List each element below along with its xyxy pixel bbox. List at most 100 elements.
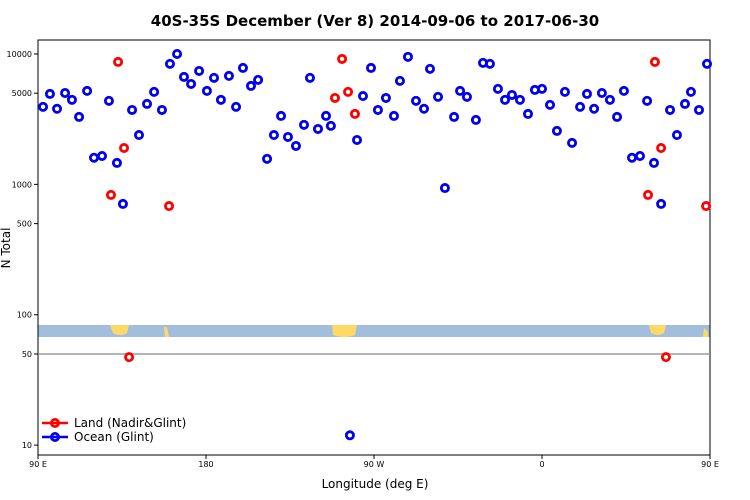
point (679, 98, 690, 109)
point (343, 86, 354, 97)
point (492, 83, 503, 94)
point (245, 80, 256, 91)
point (604, 94, 615, 105)
point (82, 85, 93, 96)
point (685, 86, 696, 97)
y-tick-label: 5000 (12, 89, 32, 98)
point (156, 104, 167, 115)
point (514, 94, 525, 105)
point (149, 86, 160, 97)
point (237, 62, 248, 73)
point (186, 78, 197, 89)
point (103, 95, 114, 106)
point (231, 101, 242, 112)
point (44, 88, 55, 99)
point (410, 95, 421, 106)
point (209, 72, 220, 83)
point (665, 104, 676, 115)
point (635, 151, 646, 162)
point (484, 58, 495, 69)
point (312, 123, 323, 134)
point (660, 352, 671, 363)
point (38, 101, 49, 112)
point (656, 143, 667, 154)
point (649, 157, 660, 168)
point (618, 85, 629, 96)
point (649, 56, 660, 67)
y-tick-label: 10000 (7, 50, 32, 59)
point (612, 111, 623, 122)
point (119, 143, 130, 154)
point (551, 125, 562, 136)
point (419, 103, 430, 114)
y-tick-label: 100 (17, 311, 32, 320)
point (671, 130, 682, 141)
y-tick-label: 50 (22, 350, 32, 359)
y-axis-label: N Total (0, 228, 13, 269)
point (253, 74, 264, 85)
point (523, 108, 534, 119)
point (388, 110, 399, 121)
y-tick-label: 10 (22, 441, 32, 450)
point (133, 130, 144, 141)
point (329, 92, 340, 103)
x-tick-label: 90 E (701, 460, 719, 469)
legend-label: Land (Nadir&Glint) (74, 416, 186, 430)
point (127, 104, 138, 115)
point (643, 189, 654, 200)
point (124, 352, 135, 363)
point (545, 99, 556, 110)
point (461, 91, 472, 102)
x-axis-label: Longitude (deg E) (322, 477, 429, 491)
point (290, 140, 301, 151)
point (164, 201, 175, 212)
point (194, 65, 205, 76)
point (357, 91, 368, 102)
point (537, 83, 548, 94)
point (424, 63, 435, 74)
x-tick-label: 0 (539, 460, 544, 469)
point (97, 151, 108, 162)
point (506, 89, 517, 100)
point (60, 88, 71, 99)
point (66, 94, 77, 105)
y-tick-label: 500 (17, 220, 32, 229)
point (500, 94, 511, 105)
point (394, 75, 405, 86)
point (52, 103, 63, 114)
point (142, 98, 153, 109)
point (656, 198, 667, 209)
point (201, 85, 212, 96)
point (470, 114, 481, 125)
chart-title: 40S-35S December (Ver 8) 2014-09-06 to 2… (151, 12, 599, 30)
legend-label: Ocean (Glint) (74, 430, 154, 444)
point (304, 72, 315, 83)
point (433, 91, 444, 102)
point (298, 119, 309, 130)
point (117, 198, 128, 209)
y-tick-label: 1000 (12, 180, 32, 189)
map-strip (38, 325, 710, 337)
point (439, 183, 450, 194)
point (596, 88, 607, 99)
point (352, 134, 363, 145)
point (105, 189, 116, 200)
point (164, 58, 175, 69)
point (449, 111, 460, 122)
point (172, 48, 183, 59)
point (575, 101, 586, 112)
point (178, 71, 189, 82)
point (559, 86, 570, 97)
point (626, 152, 637, 163)
point (111, 157, 122, 168)
point (268, 130, 279, 141)
point (89, 152, 100, 163)
point (701, 201, 712, 212)
point (276, 110, 287, 121)
point (372, 104, 383, 115)
point (337, 53, 348, 64)
x-tick-label: 90 W (364, 460, 385, 469)
point (344, 430, 355, 441)
point (589, 103, 600, 114)
point (567, 137, 578, 148)
